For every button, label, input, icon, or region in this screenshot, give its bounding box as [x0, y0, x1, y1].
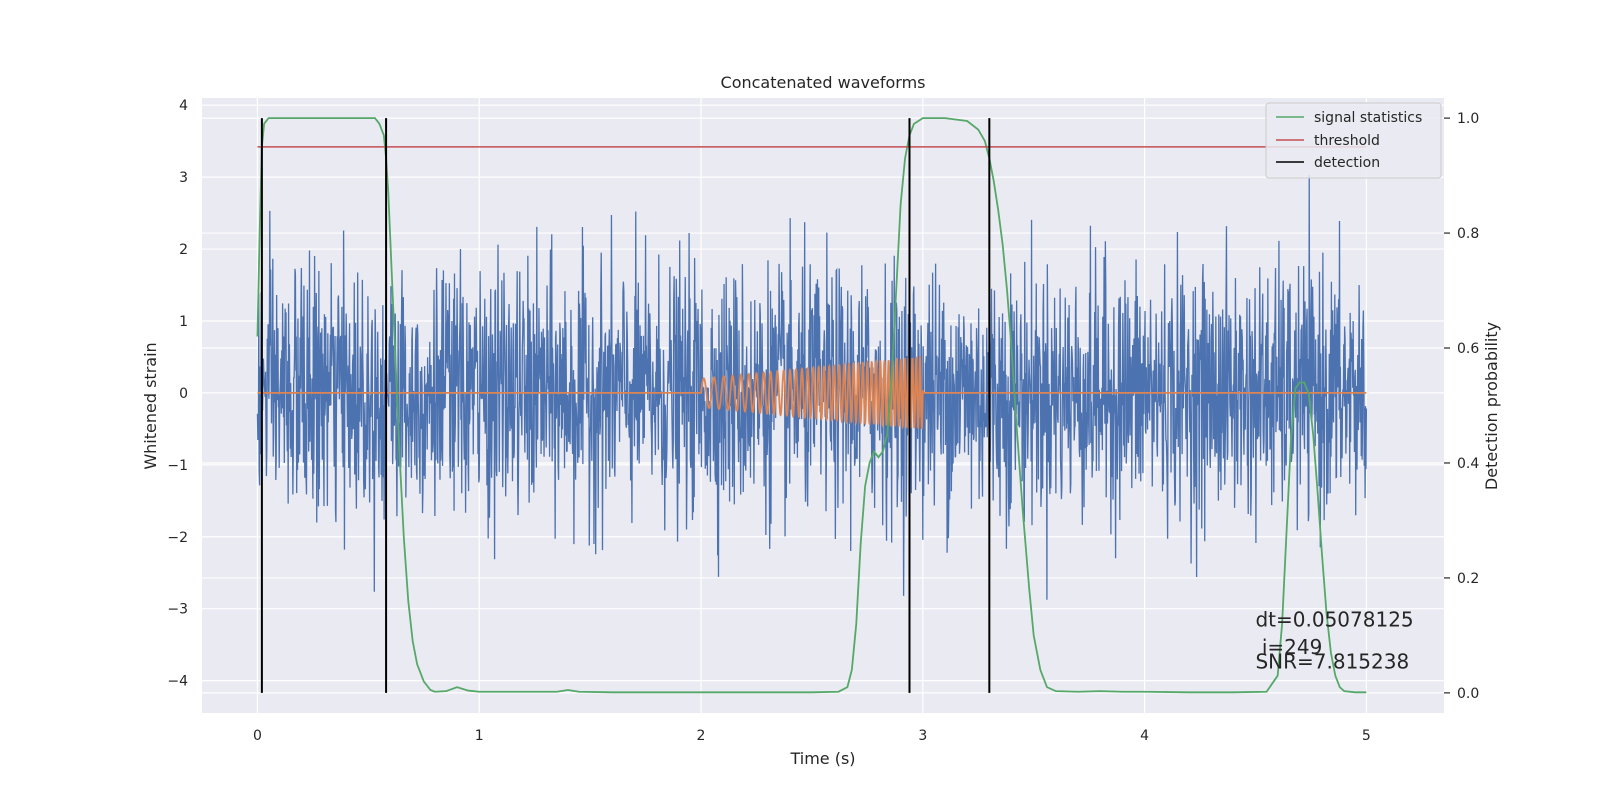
- y-tick-label: −1: [167, 458, 188, 474]
- y-tick-label: −3: [167, 602, 188, 618]
- y-tick-label: 0: [179, 386, 188, 402]
- annotation-text: dt=0.05078125: [1255, 608, 1413, 632]
- y-right-tick-label: 1.0: [1457, 111, 1479, 127]
- injected-signal-line: [257, 355, 1367, 431]
- legend-label-detection: detection: [1314, 155, 1380, 171]
- y-right-tick-label: 0.0: [1457, 686, 1479, 702]
- legend: signal statistics threshold detection: [1265, 102, 1442, 179]
- y-tick-label: −4: [167, 674, 188, 690]
- annotation-text: SNR=7.815238: [1255, 649, 1409, 673]
- legend-label-signal-statistics: signal statistics: [1314, 110, 1422, 126]
- x-axis-label: Time (s): [789, 749, 855, 768]
- legend-label-threshold: threshold: [1314, 133, 1380, 149]
- x-tick-label: 3: [918, 728, 927, 744]
- x-tick-label: 0: [253, 728, 262, 744]
- y-tick-label: 2: [179, 242, 188, 258]
- y-tick-label: 3: [179, 170, 188, 186]
- y-tick-label: 4: [179, 98, 188, 114]
- injected-signal-series: [257, 355, 1367, 431]
- x-tick-label: 2: [697, 728, 706, 744]
- y-right-tick-label: 0.2: [1457, 571, 1479, 587]
- y-right-tick-label: 0.4: [1457, 456, 1479, 472]
- noise-line: [256, 175, 1368, 600]
- x-tick-label: 5: [1362, 728, 1371, 744]
- x-tick-label: 1: [475, 728, 484, 744]
- noise-series: [256, 175, 1368, 600]
- x-tick-label: 4: [1140, 728, 1149, 744]
- y-right-tick-label: 0.6: [1457, 341, 1479, 357]
- y-right-tick-label: 0.8: [1457, 226, 1479, 242]
- y-axis-label: Whitened strain: [141, 342, 160, 469]
- chart-title: Concatenated waveforms: [721, 73, 926, 92]
- y-right-axis-label: Detection probability: [1482, 322, 1501, 490]
- legend-box: [1265, 102, 1442, 179]
- y-tick-label: 1: [179, 314, 188, 330]
- annotation-text: i=249: [1255, 635, 1322, 659]
- signal-statistics-line: [256, 117, 1367, 694]
- y-tick-label: −2: [167, 530, 188, 546]
